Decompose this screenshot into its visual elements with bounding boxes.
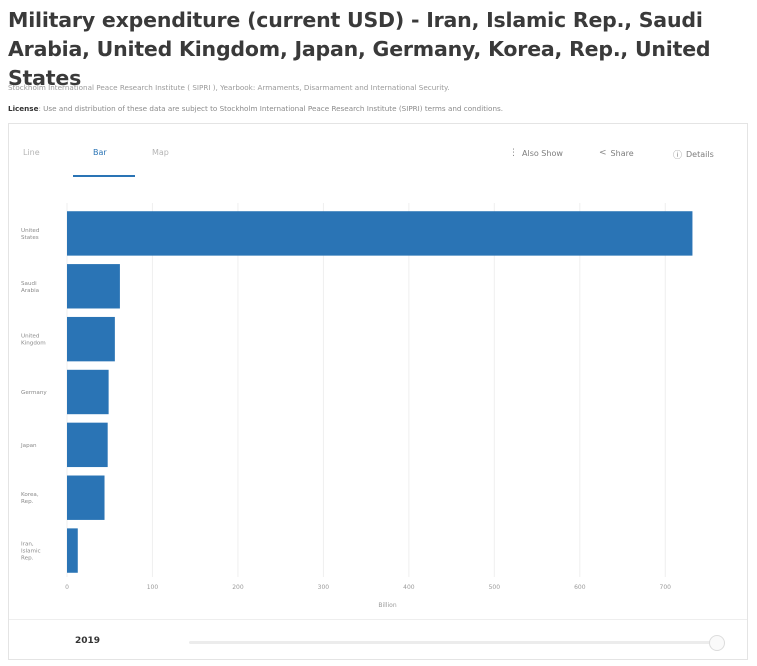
year-label: 2019 bbox=[75, 636, 101, 646]
also-show-button[interactable]: ⋮ Also Show bbox=[509, 148, 563, 158]
details-label: Details bbox=[686, 150, 714, 159]
bar bbox=[67, 316, 115, 362]
x-tick-label: 300 bbox=[318, 584, 330, 591]
tab-map[interactable]: Map bbox=[152, 148, 169, 157]
y-category-label: Iran, Islamic Rep. bbox=[21, 542, 41, 562]
dot-icon: ⋮ bbox=[509, 148, 518, 158]
chart-panel: Line Bar Map ⋮ Also Show < Share ⓘ Detai… bbox=[8, 123, 748, 660]
bar bbox=[67, 475, 105, 520]
year-slider-track[interactable] bbox=[189, 641, 719, 644]
x-tick-label: 0 bbox=[65, 584, 69, 591]
x-tick-label: 700 bbox=[660, 584, 672, 591]
y-category-label: United States bbox=[21, 228, 40, 241]
x-axis-label: Billion bbox=[378, 602, 396, 609]
bar bbox=[67, 369, 109, 415]
license-label: License bbox=[8, 104, 39, 113]
bar bbox=[67, 422, 108, 468]
details-icon: ⓘ bbox=[673, 151, 683, 161]
y-category-label: Germany bbox=[21, 390, 47, 396]
year-slider-handle[interactable] bbox=[709, 635, 725, 651]
license-line: License: Use and distribution of these d… bbox=[8, 104, 753, 113]
x-tick-label: 200 bbox=[232, 584, 244, 591]
y-category-label: Japan bbox=[20, 443, 37, 449]
share-label: Share bbox=[610, 148, 634, 158]
share-icon: < bbox=[599, 148, 607, 158]
share-button[interactable]: < Share bbox=[599, 148, 634, 158]
y-category-label: Korea, Rep. bbox=[21, 492, 39, 505]
tab-bar[interactable]: Bar bbox=[93, 148, 107, 157]
also-show-label: Also Show bbox=[522, 148, 563, 158]
x-tick-label: 500 bbox=[489, 584, 501, 591]
y-category-label: United Kingdom bbox=[21, 334, 46, 347]
license-text: : Use and distribution of these data are… bbox=[38, 104, 504, 113]
bar-chart: 0 100 200 300 400 500 600 700 Billion United State… bbox=[20, 203, 693, 609]
bar bbox=[67, 528, 78, 573]
tab-line[interactable]: Line bbox=[23, 148, 40, 157]
bar bbox=[67, 211, 693, 256]
x-tick-label: 100 bbox=[147, 584, 159, 591]
details-button[interactable]: ⓘ Details bbox=[673, 148, 714, 161]
chart-tabbar: Line Bar Map ⋮ Also Show < Share ⓘ Detai… bbox=[9, 124, 747, 179]
page-title: Military expenditure (current USD) - Ira… bbox=[8, 8, 711, 90]
bar bbox=[67, 264, 120, 309]
x-tick-label: 400 bbox=[403, 584, 415, 591]
x-tick-label: 600 bbox=[574, 584, 586, 591]
y-category-label: Saudi Arabia bbox=[21, 281, 39, 294]
source-text: Stockholm International Peace Research I… bbox=[8, 83, 450, 92]
active-tab-indicator bbox=[73, 175, 135, 177]
year-slider-bar: 2019 bbox=[9, 619, 747, 660]
